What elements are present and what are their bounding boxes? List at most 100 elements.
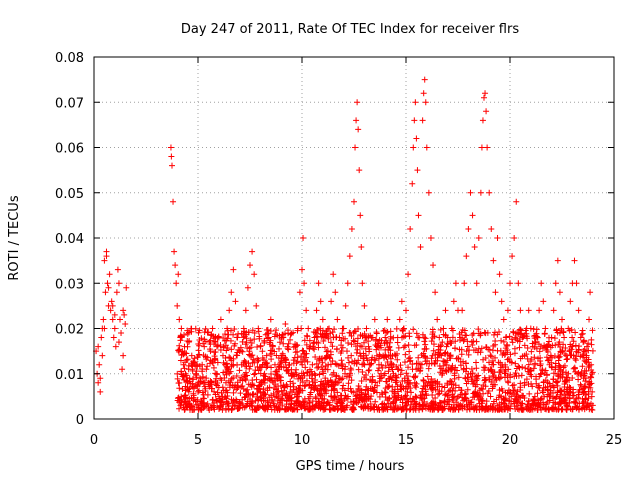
data-point	[250, 356, 257, 363]
data-point	[502, 334, 509, 341]
data-point	[208, 331, 215, 338]
data-point	[272, 381, 279, 388]
data-point	[487, 393, 494, 400]
data-point	[199, 374, 206, 381]
data-point	[378, 401, 385, 408]
data-point	[407, 385, 414, 392]
data-point	[120, 352, 127, 359]
data-point	[568, 326, 575, 333]
data-point	[276, 332, 283, 339]
data-point	[515, 280, 522, 287]
data-point	[551, 384, 558, 391]
data-point	[527, 325, 534, 332]
data-point	[297, 387, 304, 394]
data-point	[201, 343, 208, 350]
data-point	[554, 378, 561, 385]
data-point	[122, 320, 129, 327]
data-point	[249, 377, 256, 384]
data-point	[318, 378, 325, 385]
data-point	[568, 343, 575, 350]
data-point	[201, 379, 208, 386]
data-point	[529, 343, 536, 350]
data-point	[382, 362, 389, 369]
data-point	[458, 351, 465, 358]
data-point	[484, 329, 491, 336]
data-point	[473, 280, 480, 287]
data-point	[223, 398, 230, 405]
data-point	[481, 94, 487, 101]
data-point	[185, 329, 192, 336]
data-point	[498, 337, 505, 344]
data-point	[225, 377, 232, 384]
data-point	[358, 377, 365, 384]
data-point	[575, 346, 582, 353]
data-point	[579, 363, 586, 370]
data-point	[327, 361, 334, 368]
data-point	[563, 386, 570, 393]
data-point	[440, 325, 447, 332]
data-point	[402, 342, 409, 349]
data-point	[467, 189, 474, 196]
data-point	[490, 342, 497, 349]
data-point	[211, 349, 218, 356]
data-point	[420, 383, 427, 390]
data-point	[405, 364, 412, 371]
data-point	[381, 388, 388, 395]
data-point	[511, 235, 518, 241]
data-point	[186, 406, 193, 413]
data-point	[379, 406, 386, 413]
data-point	[463, 380, 470, 387]
data-point	[307, 343, 314, 350]
data-point	[512, 396, 519, 403]
data-point	[520, 333, 527, 340]
data-point	[233, 352, 240, 359]
data-point	[347, 365, 354, 372]
data-point	[189, 367, 196, 374]
data-point	[579, 405, 586, 412]
data-point	[249, 359, 256, 366]
data-point	[561, 399, 568, 406]
data-point	[226, 307, 233, 314]
data-point	[266, 341, 273, 348]
data-point	[293, 366, 300, 373]
data-point	[334, 345, 341, 352]
data-point	[441, 384, 448, 391]
data-point	[190, 376, 197, 383]
data-point	[185, 339, 192, 346]
data-point	[372, 379, 379, 386]
data-point	[338, 392, 345, 399]
data-point	[512, 370, 519, 377]
data-point	[265, 403, 272, 410]
data-point	[215, 393, 222, 400]
data-point	[294, 393, 301, 400]
data-point	[271, 404, 278, 411]
data-point	[546, 361, 553, 368]
data-point	[209, 325, 216, 332]
data-point	[482, 90, 489, 97]
data-point	[423, 144, 430, 151]
data-point	[571, 257, 578, 264]
data-point	[277, 399, 284, 406]
data-point	[578, 382, 585, 389]
data-point	[469, 378, 476, 385]
data-point	[532, 338, 539, 345]
data-point	[256, 333, 263, 340]
data-point	[468, 365, 475, 372]
data-point	[348, 341, 355, 348]
data-point	[536, 382, 543, 389]
data-point	[292, 349, 299, 356]
data-point	[579, 327, 586, 334]
data-point	[462, 375, 469, 382]
data-point	[391, 386, 398, 393]
data-point	[557, 388, 564, 395]
data-point	[455, 374, 462, 381]
data-point	[221, 394, 228, 401]
data-point	[469, 394, 476, 401]
data-point	[246, 348, 253, 355]
data-point	[373, 329, 380, 336]
data-point	[251, 371, 258, 378]
data-point	[357, 394, 364, 401]
data-point	[430, 341, 437, 348]
data-point	[588, 370, 595, 377]
data-point	[398, 298, 405, 305]
